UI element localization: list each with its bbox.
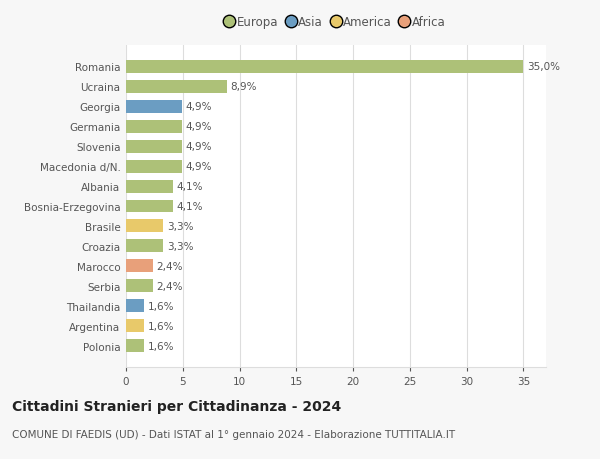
Bar <box>126 200 173 213</box>
Text: 1,6%: 1,6% <box>148 341 174 351</box>
Text: 4,9%: 4,9% <box>185 102 212 112</box>
Bar <box>126 160 182 173</box>
Text: 4,9%: 4,9% <box>185 162 212 172</box>
Bar <box>126 220 163 233</box>
Text: 1,6%: 1,6% <box>148 301 174 311</box>
Text: 3,3%: 3,3% <box>167 241 193 252</box>
Bar <box>126 340 144 353</box>
Bar <box>126 120 182 133</box>
Text: 2,4%: 2,4% <box>157 261 183 271</box>
Bar <box>126 300 144 313</box>
Text: 3,3%: 3,3% <box>167 222 193 231</box>
Bar <box>126 61 523 73</box>
Text: 35,0%: 35,0% <box>527 62 560 72</box>
Text: 4,1%: 4,1% <box>176 202 202 212</box>
Legend: Europa, Asia, America, Africa: Europa, Asia, America, Africa <box>226 17 446 29</box>
Text: 4,9%: 4,9% <box>185 122 212 132</box>
Bar <box>126 140 182 153</box>
Text: COMUNE DI FAEDIS (UD) - Dati ISTAT al 1° gennaio 2024 - Elaborazione TUTTITALIA.: COMUNE DI FAEDIS (UD) - Dati ISTAT al 1°… <box>12 429 455 439</box>
Text: 8,9%: 8,9% <box>230 82 257 92</box>
Text: Cittadini Stranieri per Cittadinanza - 2024: Cittadini Stranieri per Cittadinanza - 2… <box>12 399 341 413</box>
Bar <box>126 320 144 333</box>
Text: 4,1%: 4,1% <box>176 182 202 191</box>
Bar <box>126 180 173 193</box>
Bar <box>126 101 182 113</box>
Bar <box>126 280 153 293</box>
Text: 1,6%: 1,6% <box>148 321 174 331</box>
Text: 4,9%: 4,9% <box>185 142 212 152</box>
Bar <box>126 240 163 253</box>
Bar <box>126 80 227 93</box>
Text: 2,4%: 2,4% <box>157 281 183 291</box>
Bar <box>126 260 153 273</box>
